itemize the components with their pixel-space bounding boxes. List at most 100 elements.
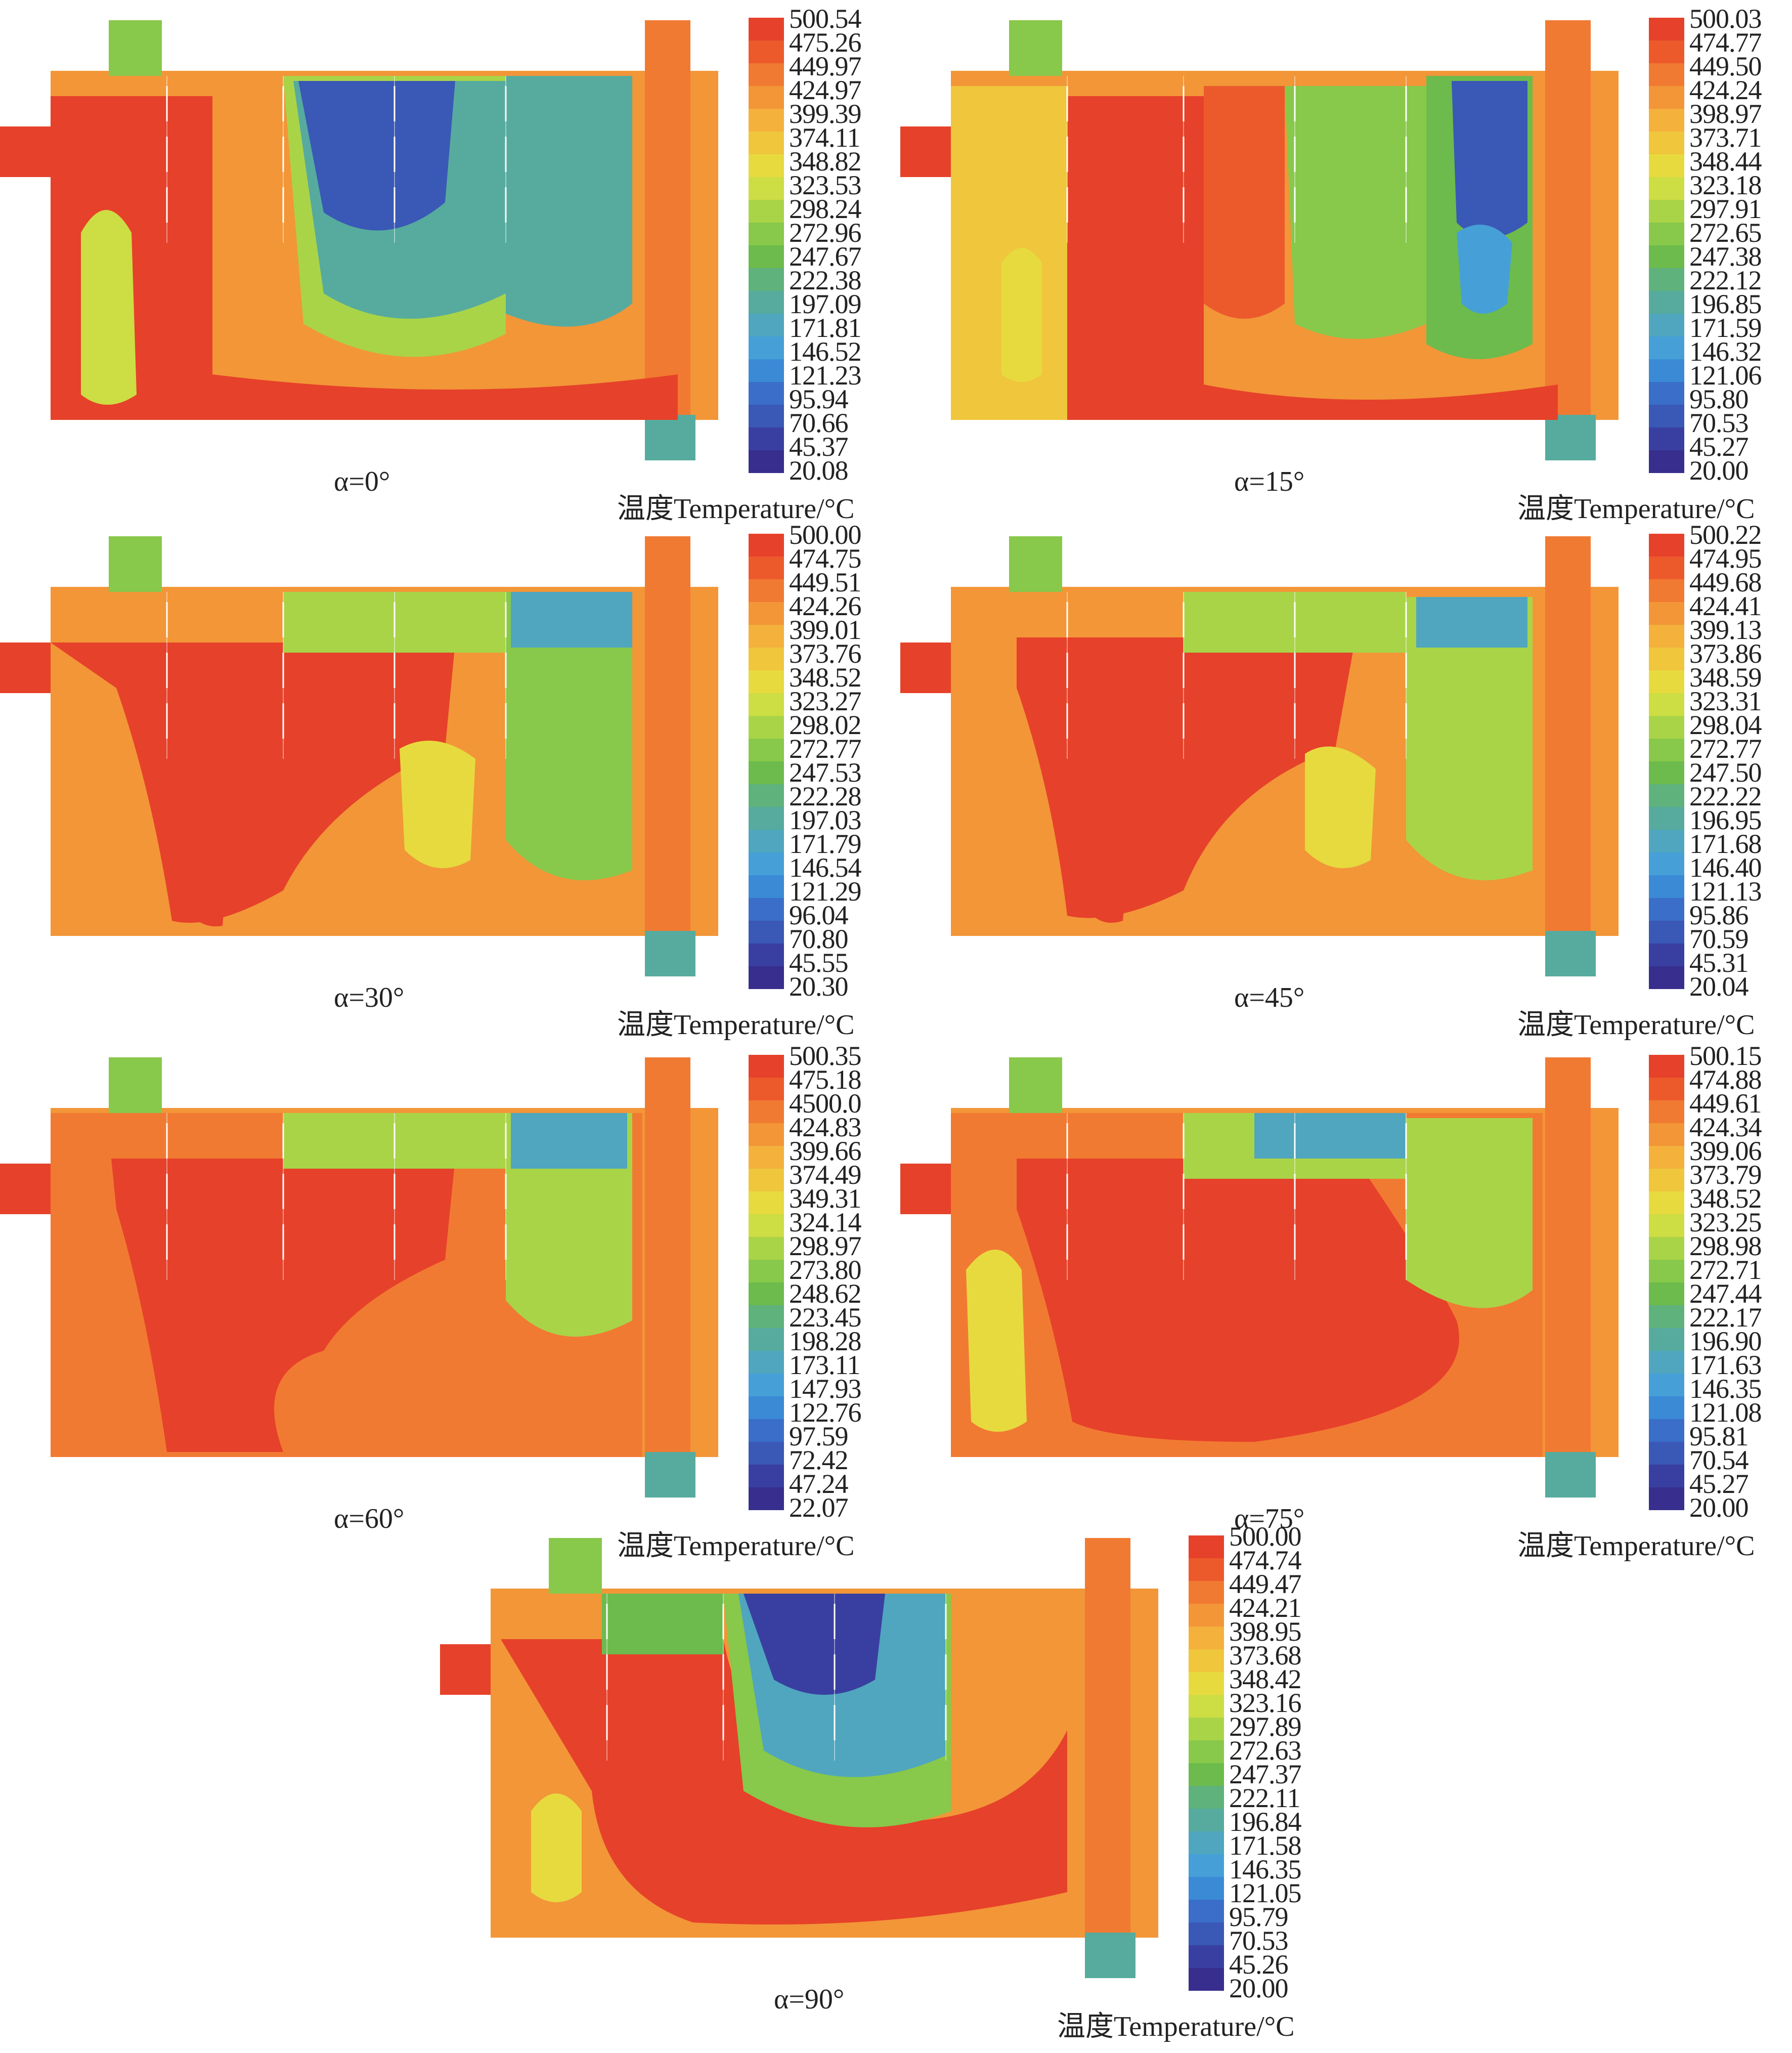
colorbar-segment bbox=[1649, 336, 1684, 359]
colorbar-tick-label: 424.83 bbox=[789, 1112, 861, 1142]
colorbar-segment bbox=[1649, 40, 1684, 63]
colorbar-segment bbox=[1189, 1968, 1224, 1991]
colorbar-segment bbox=[749, 427, 784, 450]
colorbar-segment bbox=[749, 245, 784, 268]
colorbar-segment bbox=[1649, 534, 1684, 557]
colorbar-segment bbox=[1189, 1604, 1224, 1627]
bottom-right-outlet bbox=[1085, 1933, 1135, 1978]
colorbar-segment bbox=[1189, 1581, 1224, 1604]
colorbar-tick-label: 298.98 bbox=[1689, 1231, 1762, 1261]
colorbar-tick-label: 95.86 bbox=[1689, 900, 1749, 930]
colorbar-tick-label: 147.93 bbox=[789, 1374, 861, 1404]
colorbar-tick-label: 20.00 bbox=[1689, 455, 1749, 486]
colorbar-segment bbox=[1649, 1419, 1684, 1442]
colorbar-segment bbox=[1189, 1718, 1224, 1740]
colorbar-tick-label: 70.80 bbox=[789, 924, 848, 954]
colorbar-segment bbox=[1649, 693, 1684, 716]
colorbar-tick-label: 373.71 bbox=[1689, 122, 1762, 153]
bottom-right-outlet bbox=[645, 1452, 695, 1498]
colorbar-segment bbox=[749, 1146, 784, 1169]
colorbar-segment bbox=[1649, 1169, 1684, 1191]
top-left-outlet bbox=[549, 1538, 602, 1594]
colorbar-segment bbox=[749, 852, 784, 875]
colorbar-tick-label: 171.68 bbox=[1689, 829, 1762, 859]
colorbar-segment bbox=[1649, 1351, 1684, 1374]
colorbar-tick-label: 121.06 bbox=[1689, 360, 1762, 391]
colorbar-tick-label: 298.97 bbox=[789, 1231, 861, 1261]
temperature-region bbox=[506, 76, 632, 327]
colorbar-tick-label: 171.59 bbox=[1689, 313, 1762, 343]
angle-label: α=60° bbox=[334, 1503, 405, 1534]
colorbar-tick-label: 70.53 bbox=[1689, 408, 1749, 438]
colorbar-segment bbox=[1189, 1672, 1224, 1695]
colorbar-segment bbox=[1649, 784, 1684, 807]
colorbar-tick-label: 272.96 bbox=[789, 218, 861, 248]
temperature-region bbox=[1001, 248, 1042, 382]
colorbar-segment bbox=[749, 1442, 784, 1465]
temperature-region bbox=[1285, 86, 1426, 339]
colorbar-segment bbox=[1649, 898, 1684, 921]
colorbar-segment bbox=[749, 693, 784, 716]
colorbar-segment bbox=[1649, 245, 1684, 268]
colorbar-segment bbox=[1649, 223, 1684, 245]
colorbar-tick-label: 323.53 bbox=[789, 170, 861, 200]
temperature-unit-label: 温度Temperature/°C bbox=[1517, 1530, 1755, 1562]
temperature-unit-label: 温度Temperature/°C bbox=[1517, 1009, 1755, 1041]
colorbar-segment bbox=[749, 177, 784, 200]
colorbar-segment bbox=[1649, 177, 1684, 200]
colorbar-segment bbox=[749, 86, 784, 109]
temperature-region bbox=[602, 1594, 723, 1654]
colorbar-segment bbox=[1649, 1465, 1684, 1487]
temperature-unit-label: 温度Temperature/°C bbox=[617, 493, 855, 525]
temperature-contour-panel-5: 500.15 474.88 449.61 424.34 399.06 373.79 348.… bbox=[900, 1042, 1790, 1562]
colorbar-segment bbox=[749, 602, 784, 625]
colorbar-tick-label: 373.79 bbox=[1689, 1160, 1762, 1190]
bottom-right-outlet bbox=[1545, 931, 1596, 976]
temperature-region bbox=[1416, 597, 1527, 648]
colorbar-tick-label: 95.80 bbox=[1689, 384, 1749, 414]
colorbar-tick-label: 398.95 bbox=[1229, 1616, 1301, 1647]
colorbar-segment bbox=[749, 784, 784, 807]
colorbar-segment bbox=[749, 18, 784, 40]
colorbar-segment bbox=[1649, 921, 1684, 944]
colorbar-tick-label: 373.76 bbox=[789, 638, 861, 669]
colorbar-tick-label: 273.80 bbox=[789, 1255, 861, 1285]
colorbar-segment bbox=[749, 1260, 784, 1282]
colorbar-tick-label: 95.81 bbox=[1689, 1421, 1749, 1451]
colorbar-segment bbox=[1649, 1374, 1684, 1396]
colorbar-segment bbox=[1649, 1146, 1684, 1169]
colorbar-tick-label: 298.02 bbox=[789, 710, 861, 740]
right-duct bbox=[645, 536, 690, 936]
colorbar-tick-label: 121.23 bbox=[789, 360, 861, 391]
temperature-region bbox=[223, 1334, 273, 1448]
colorbar-tick-label: 398.97 bbox=[1689, 99, 1762, 129]
colorbar-tick-label: 424.34 bbox=[1689, 1112, 1762, 1142]
colorbar-tick-label: 146.32 bbox=[1689, 336, 1762, 367]
temperature-colorbar bbox=[1649, 18, 1684, 473]
colorbar-segment bbox=[1189, 1558, 1224, 1581]
angle-label: α=45° bbox=[1234, 982, 1305, 1013]
colorbar-tick-label: 146.40 bbox=[1689, 852, 1762, 883]
temperature-colorbar bbox=[1649, 534, 1684, 989]
colorbar-segment bbox=[1649, 1237, 1684, 1260]
colorbar-tick-label: 121.08 bbox=[1689, 1397, 1762, 1428]
colorbar-tick-label: 272.71 bbox=[1689, 1255, 1762, 1285]
colorbar-segment bbox=[1189, 1854, 1224, 1877]
colorbar-tick-label: 20.04 bbox=[1689, 971, 1749, 1002]
colorbar-segment bbox=[1649, 132, 1684, 154]
colorbar-tick-label: 196.95 bbox=[1689, 805, 1762, 835]
colorbar-tick-label: 298.04 bbox=[1689, 710, 1762, 740]
colorbar-tick-label: 323.27 bbox=[789, 686, 861, 716]
colorbar-tick-label: 323.31 bbox=[1689, 686, 1762, 716]
angle-label: α=0° bbox=[334, 466, 390, 497]
colorbar-segment bbox=[1649, 63, 1684, 86]
temperature-contour-plot bbox=[0, 20, 718, 460]
colorbar-segment bbox=[749, 875, 784, 898]
colorbar-segment bbox=[749, 450, 784, 473]
colorbar-segment bbox=[1649, 314, 1684, 336]
colorbar-segment bbox=[1649, 200, 1684, 223]
temperature-contour-panel-3: 500.22 474.95 449.68 424.41 399.13 373.86 348.… bbox=[900, 521, 1790, 1041]
colorbar-tick-label: 399.13 bbox=[1689, 615, 1762, 645]
temperature-region bbox=[51, 96, 678, 420]
colorbar-segment bbox=[749, 1100, 784, 1123]
